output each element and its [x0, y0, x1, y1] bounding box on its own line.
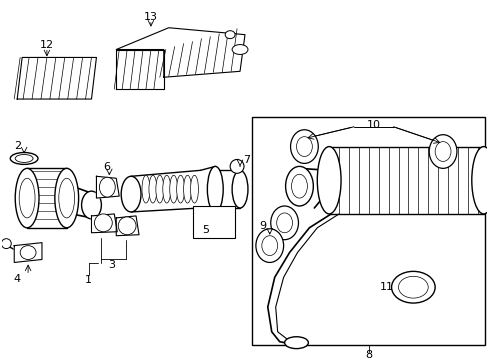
Ellipse shape — [290, 130, 318, 163]
Ellipse shape — [118, 217, 136, 235]
Ellipse shape — [142, 175, 150, 203]
Ellipse shape — [10, 153, 38, 165]
Ellipse shape — [81, 191, 101, 219]
Text: 4: 4 — [14, 274, 20, 284]
Ellipse shape — [230, 159, 244, 173]
Ellipse shape — [55, 168, 79, 228]
Ellipse shape — [176, 175, 184, 203]
Text: 3: 3 — [107, 260, 115, 270]
Ellipse shape — [1, 239, 11, 249]
Ellipse shape — [255, 229, 283, 262]
Text: 5: 5 — [202, 225, 208, 235]
Ellipse shape — [99, 177, 115, 197]
Ellipse shape — [15, 154, 33, 162]
Polygon shape — [116, 28, 244, 77]
Text: 7: 7 — [243, 156, 250, 166]
Bar — [193, 206, 235, 238]
Ellipse shape — [317, 147, 340, 214]
Polygon shape — [14, 243, 42, 262]
Ellipse shape — [225, 31, 235, 39]
Ellipse shape — [190, 175, 198, 203]
Ellipse shape — [207, 166, 223, 212]
Text: 11: 11 — [379, 282, 393, 292]
Polygon shape — [96, 176, 119, 198]
Text: 1: 1 — [85, 275, 92, 285]
Ellipse shape — [471, 147, 488, 214]
Text: 8: 8 — [365, 350, 371, 360]
Polygon shape — [116, 216, 139, 236]
Ellipse shape — [156, 175, 163, 203]
Polygon shape — [17, 58, 96, 99]
Text: 13: 13 — [143, 12, 158, 22]
Ellipse shape — [232, 45, 247, 54]
Text: 9: 9 — [259, 221, 266, 231]
Ellipse shape — [94, 214, 112, 232]
Bar — [251, 117, 484, 345]
Ellipse shape — [183, 175, 191, 203]
Text: 10: 10 — [366, 120, 380, 130]
Text: 2: 2 — [14, 141, 20, 150]
Ellipse shape — [121, 176, 141, 212]
Polygon shape — [91, 214, 117, 233]
Text: 12: 12 — [40, 40, 54, 50]
Polygon shape — [116, 50, 163, 89]
Ellipse shape — [169, 175, 177, 203]
Ellipse shape — [285, 166, 313, 206]
Ellipse shape — [232, 170, 247, 208]
Ellipse shape — [15, 168, 39, 228]
Ellipse shape — [149, 175, 157, 203]
Ellipse shape — [163, 175, 170, 203]
Ellipse shape — [284, 337, 308, 348]
Ellipse shape — [391, 271, 434, 303]
Ellipse shape — [20, 246, 36, 260]
Text: 6: 6 — [102, 162, 110, 172]
Ellipse shape — [428, 135, 456, 168]
Ellipse shape — [270, 206, 298, 240]
